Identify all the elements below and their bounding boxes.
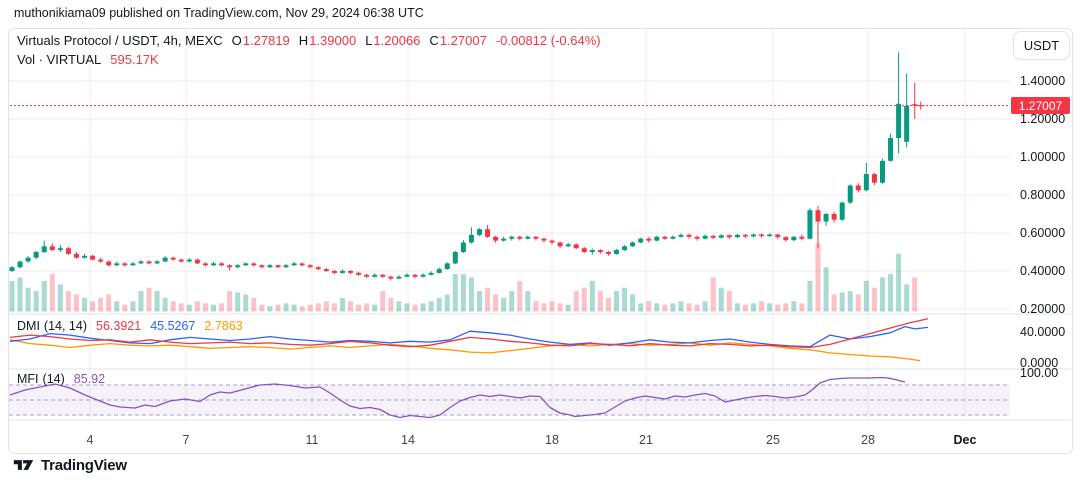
time-axis-tick-label: 18 [545,433,559,447]
dmi-name: DMI [17,319,40,333]
mfi-value: 85.92 [73,372,106,386]
time-axis-tick-label: 4 [86,433,94,447]
mfi-params: (14) [42,372,65,386]
time-axis-tick-label: 11 [305,433,319,447]
volume-label[interactable]: Vol · VIRTUAL [17,52,102,67]
chart-legend: Virtuals Protocol / USDT, 4h, MEXC O 1.27… [17,33,601,71]
close-value: C 1.27007 [429,33,487,48]
right-axis-tick-label: 1.00000 [1020,150,1066,164]
tradingview-logo-icon[interactable] [13,456,34,474]
dmi-adx-value: 45.5267 [150,319,196,333]
symbol-legend-row: Virtuals Protocol / USDT, 4h, MEXC O 1.27… [17,33,601,49]
right-axis-tick-label: 1.20000 [1020,112,1066,126]
time-axis-tick-label: 14 [401,433,415,447]
dmi-plus-di-value: 56.3921 [96,319,142,333]
change-value: -0.00812 (-0.64%) [495,33,601,48]
right-axis-tick-label: 0.0000 [1020,356,1059,370]
dmi-params: (14, 14) [43,319,88,333]
time-axis-tick-label: 25 [766,433,780,447]
time-axis-tick-label: 7 [182,433,190,447]
high-value: H 1.39000 [298,33,357,48]
right-axis-tick-label: 40.0000 [1020,325,1066,339]
last-price-label: 1.27007 [1011,97,1070,115]
mfi-legend[interactable]: MFI (14) 85.92 [17,372,105,386]
right-axis-tick-label: 1.40000 [1020,74,1066,88]
time-axis-tick-label: 28 [861,433,875,447]
right-axis-tick-label: 0.40000 [1020,264,1066,278]
right-axis-tick-label: 0.80000 [1020,188,1066,202]
dmi-legend[interactable]: DMI (14, 14) 56.3921 45.5267 2.7863 [17,319,243,333]
volume-value: 595.17K [110,52,159,67]
time-axis-tick-label: 21 [639,433,653,447]
footer: TradingView [13,456,127,474]
attribution-text: muthonikiama09 published on TradingView.… [14,6,424,20]
right-axis-tick-label: 0.20000 [1020,302,1066,316]
mfi-name: MFI [17,372,39,386]
time-axis-tick-label: Dec [953,433,977,447]
right-axis-tick-label: 100.00 [1020,366,1059,380]
low-value: L 1.20066 [365,33,421,48]
volume-legend-row: Vol · VIRTUAL 595.17K [17,52,601,68]
dmi-minus-di-value: 2.7863 [204,319,243,333]
symbol-title[interactable]: Virtuals Protocol / USDT, 4h, MEXC [17,33,223,48]
open-value: O 1.27819 [231,33,290,48]
currency-toggle-button[interactable]: USDT [1013,31,1070,60]
tradingview-logo-text[interactable]: TradingView [41,456,127,474]
right-axis-tick-label: 0.60000 [1020,226,1066,240]
